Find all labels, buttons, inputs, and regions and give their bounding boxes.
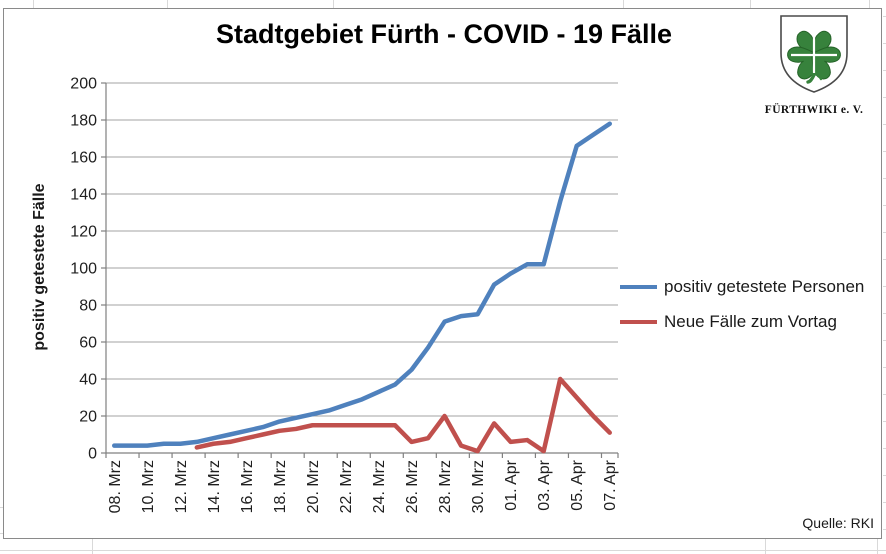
source-note: Quelle: RKI [802, 515, 874, 531]
sheet-gridline [883, 448, 886, 449]
x-axis-label: 22. Mrz [338, 460, 355, 513]
sheet-gridline [883, 529, 886, 530]
cross-icon [791, 28, 837, 73]
clover-icon [787, 28, 841, 84]
sheet-gridline [883, 178, 886, 179]
legend: positiv getestete Personen Neue Fälle zum… [620, 276, 864, 346]
sheet-gridline [765, 539, 766, 554]
sheet-gridline [883, 421, 886, 422]
sheet-gridline [883, 502, 886, 503]
y-axis-label: 40 [79, 372, 97, 389]
x-axis-label: 05. Apr [569, 459, 586, 510]
sheet-gridline [750, 0, 751, 8]
sheet-gridline [883, 475, 886, 476]
x-axis-label: 26. Mrz [404, 460, 421, 513]
sheet-gridline [883, 70, 886, 71]
sheet-gridline [0, 550, 886, 551]
chart-frame: 0 20 40 60 80 100 120 140 160 180 200 08. Mrz 10. Mr… [3, 8, 882, 539]
sheet-gridline [883, 16, 886, 17]
sheet-gridline [333, 0, 334, 8]
x-axis-label: 12. Mrz [173, 460, 190, 513]
sheet-gridline [883, 259, 886, 260]
sheet-gridline [883, 232, 886, 233]
series-line-0 [112, 121, 612, 448]
legend-swatch [620, 320, 657, 324]
y-axis-label: 120 [70, 224, 97, 241]
y-axis-label: 160 [70, 150, 97, 167]
x-axis-label: 16. Mrz [239, 460, 256, 513]
y-axis-label: 80 [79, 298, 97, 315]
x-axis-label: 28. Mrz [437, 460, 454, 513]
y-axis-label: 20 [79, 409, 97, 426]
x-axis-label: 03. Apr [536, 459, 553, 510]
x-axis-label: 14. Mrz [206, 460, 223, 513]
y-axis-title: positiv getestete Fälle [31, 183, 48, 351]
y-axis-label: 60 [79, 335, 97, 352]
sheet-gridline [883, 313, 886, 314]
y-axis-label: 180 [70, 113, 97, 130]
plot-area: 0 20 40 60 80 100 120 140 160 180 200 08. Mrz 10. Mr… [70, 76, 619, 514]
sheet-gridline [883, 286, 886, 287]
sheet-gridline [883, 340, 886, 341]
sheet-gridline [33, 0, 34, 8]
sheet-gridline [869, 0, 870, 8]
y-axis-label: 140 [70, 187, 97, 204]
sheet-gridline [883, 394, 886, 395]
clover-stem-leaf [810, 72, 823, 81]
x-axis-label: 01. Apr [503, 459, 520, 510]
sheet-gridline [883, 43, 886, 44]
sheet-gridline [92, 539, 93, 554]
legend-item: Neue Fälle zum Vortag [620, 311, 864, 333]
furthwiki-logo: FÜRTHWIKI e. V. [760, 13, 868, 121]
series-line-1 [194, 376, 612, 454]
sheet-gridline [883, 367, 886, 368]
x-axis-label: 20. Mrz [305, 460, 322, 513]
x-axis-label: 30. Mrz [470, 460, 487, 513]
sheet-gridline [623, 0, 624, 8]
x-axis-label: 24. Mrz [371, 460, 388, 513]
x-axis-label: 10. Mrz [140, 460, 157, 513]
y-axis-label: 0 [88, 446, 97, 463]
x-axis-label: 07. Apr [602, 459, 619, 510]
logo-shield [780, 15, 848, 93]
x-axis-label: 18. Mrz [272, 460, 289, 513]
sheet-gridline [0, 533, 3, 534]
legend-label: positiv getestete Personen [664, 277, 865, 296]
y-axis-label: 100 [70, 261, 97, 278]
sheet-gridline [167, 0, 168, 8]
chart-title: Stadtgebiet Fürth - COVID - 19 Fälle [215, 19, 673, 49]
legend-item: positiv getestete Personen [620, 276, 864, 298]
x-axis-label: 08. Mrz [107, 460, 124, 513]
y-axis-label: 200 [70, 76, 97, 93]
sheet-gridline [0, 507, 3, 508]
logo-text: FÜRTHWIKI e. V. [764, 104, 864, 116]
sheet-gridline [883, 124, 886, 125]
sheet-gridline [883, 205, 886, 206]
sheet-gridline [883, 97, 886, 98]
sheet-gridline [877, 539, 878, 554]
sheet-gridline [883, 151, 886, 152]
legend-swatch [620, 285, 657, 289]
legend-label: Neue Fälle zum Vortag [664, 312, 837, 331]
